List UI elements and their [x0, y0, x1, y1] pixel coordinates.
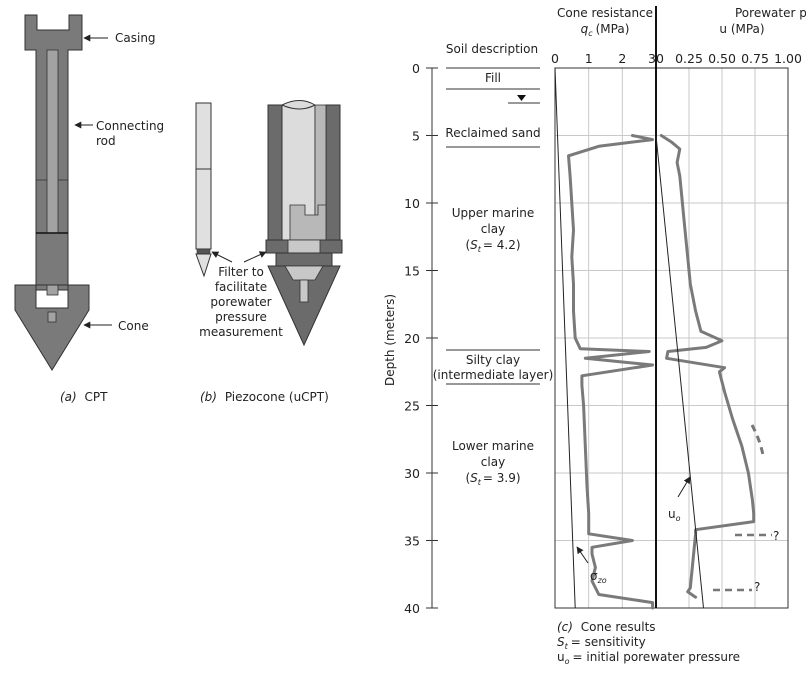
uo-symbol: u [668, 507, 676, 521]
qc-tick-label: 1 [585, 51, 593, 66]
u-tick-label: 0 [656, 51, 664, 66]
sigma-symbol: σ [590, 569, 598, 583]
cpt-drawing: Casing Connecting rod Cone (a) CPT [14, 14, 164, 404]
layer-lower-marine-st: (St = 3.9) [465, 471, 520, 487]
filter-label-line-4: pressure [215, 310, 267, 324]
legend-sensitivity-text: = sensitivity [571, 635, 646, 649]
cone-results-chart: Soil description Depth (meters) 05101520… [383, 6, 806, 666]
layer-lower-marine-st-value: = 3.9) [483, 471, 521, 485]
question-mark-2: ? [754, 580, 760, 594]
series-u-line [659, 134, 756, 599]
layer-lower-marine-1: Lower marine [452, 439, 534, 453]
qc-tick-labels: 0 1 2 3 [551, 51, 656, 66]
depth-tick-label: 25 [404, 399, 420, 414]
depth-tick-label: 15 [404, 264, 420, 279]
filter-label-line-3: porewater [210, 295, 271, 309]
caption-a-prefix: (a) [60, 390, 77, 404]
depth-tick-label: 0 [412, 61, 420, 76]
depth-ticks: 0 5 10 15 20 25 30 35 40 [404, 61, 438, 616]
layer-upper-marine-2: clay [481, 222, 505, 236]
qc-tick-label: 3 [648, 51, 656, 66]
cone-body [14, 232, 90, 371]
layer-upper-marine-st: (St = 4.2) [465, 238, 520, 254]
qc-header: Cone resistance [557, 6, 653, 20]
depth-tick-label: 5 [412, 129, 420, 144]
u-tick-label: 0.25 [675, 51, 703, 66]
layer-fill: Fill [485, 71, 501, 85]
u-tick-label: 0.75 [741, 51, 769, 66]
label-connecting-rod-2: rod [96, 134, 116, 148]
filter-label: Filter to facilitate porewater pressure … [199, 265, 283, 339]
caption-b-prefix: (b) [200, 390, 217, 404]
series-qc-line [567, 134, 655, 610]
depth-tick-label: 30 [404, 466, 420, 481]
caption-a: (a) CPT [60, 390, 108, 404]
qc-tick-label: 2 [618, 51, 626, 66]
depth-tick-label: 35 [404, 534, 420, 549]
series-sigma-zo-line [554, 67, 576, 609]
qc-header-unit: (MPa) [596, 22, 630, 36]
piezocone-drawing: Filter to facilitate porewater pressure … [195, 100, 343, 404]
u-tick-label: 1.00 [774, 51, 802, 66]
piezocone-small [195, 102, 212, 278]
label-cone: Cone [118, 319, 149, 333]
uo-label: uo [668, 507, 681, 523]
layer-upper-marine-st-value: = 4.2) [483, 238, 521, 252]
layer-lower-marine-2: clay [481, 455, 505, 469]
caption-c-prefix: (c) [557, 620, 573, 634]
filter-label-line-1: Filter to [218, 265, 264, 279]
depth-tick-label: 10 [404, 196, 420, 211]
soil-layers: Fill Reclaimed sand Upper marine clay (S… [433, 67, 554, 487]
layer-reclaimed-sand: Reclaimed sand [445, 126, 540, 140]
series-uo-line [655, 135, 704, 609]
sigma-subscript: zo [597, 576, 607, 585]
u-header-2: u (MPa) [719, 22, 764, 36]
caption-c: (c) Cone results [557, 620, 656, 634]
question-mark-1: ? [773, 529, 779, 543]
filter-label-line-5: measurement [199, 325, 283, 339]
u-header: Porewater pressure [735, 6, 806, 20]
u-tick-labels: 0 0.25 0.50 0.75 1.00 [656, 51, 802, 66]
depth-tick-label: 40 [404, 601, 420, 616]
extrapolations: ? ? [713, 424, 779, 594]
depth-tick-label: 20 [404, 331, 420, 346]
depth-axis-label: Depth (meters) [383, 294, 397, 386]
legend-sensitivity: St = sensitivity [557, 635, 646, 651]
label-connecting-rod-1: Connecting [96, 119, 164, 133]
layer-upper-marine-1: Upper marine [452, 206, 534, 220]
filter-label-line-2: facilitate [215, 280, 267, 294]
curves [554, 67, 756, 610]
layer-silty-1: Silty clay [466, 353, 520, 367]
uo-subscript: o [676, 514, 681, 523]
layer-silty-2: (intermediate layer) [433, 368, 554, 382]
legend-initial-porewater: uo = initial porewater pressure [557, 650, 740, 666]
caption-b: (b) Piezocone (uCPT) [200, 390, 329, 404]
legend-initial-porewater-text: = initial porewater pressure [573, 650, 741, 664]
caption-b-text: Piezocone (uCPT) [225, 390, 329, 404]
casing [24, 14, 83, 296]
label-casing: Casing [115, 31, 156, 45]
sigma-zo-label: σzo [590, 569, 607, 585]
caption-a-text: CPT [85, 390, 109, 404]
soil-description-header: Soil description [446, 42, 538, 56]
caption-c-text: Cone results [581, 620, 656, 634]
u-tick-label: 0.50 [708, 51, 736, 66]
piezocone-detail [265, 100, 343, 347]
qc-header-2: qc (MPa) [581, 22, 630, 38]
qc-tick-label: 0 [551, 51, 559, 66]
